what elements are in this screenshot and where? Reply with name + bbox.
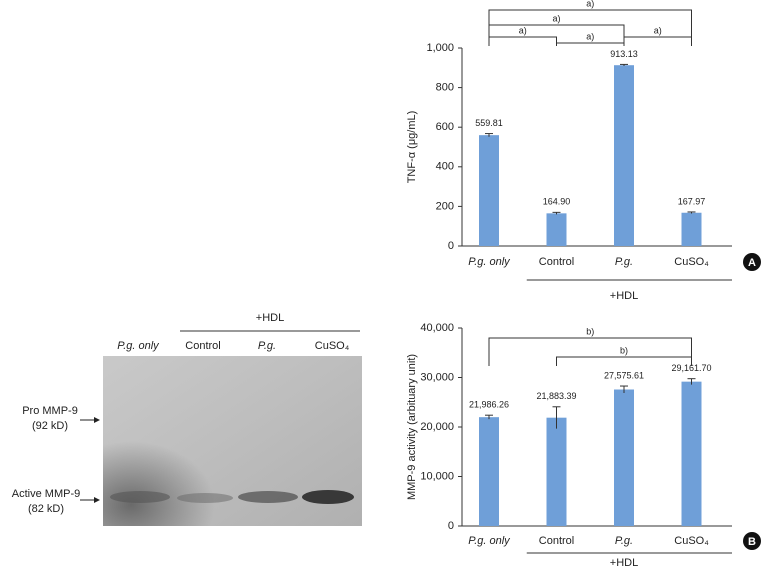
gel-lane-label: P.g. only <box>117 340 160 352</box>
y-tick-label: 40,000 <box>420 322 454 334</box>
value-label: 29,161.70 <box>671 363 711 373</box>
x-tick-label: Control <box>539 535 574 547</box>
gel-group-label: +HDL <box>256 312 284 324</box>
bar <box>479 135 499 246</box>
y-tick-label: 200 <box>436 200 454 212</box>
marker-label: (82 kD) <box>28 503 64 515</box>
y-tick-label: 1,000 <box>426 42 454 54</box>
marker-arrowhead <box>94 417 100 423</box>
value-label: 21,883.39 <box>536 391 576 401</box>
panel-label: B <box>748 536 756 548</box>
x-tick-label: Control <box>539 256 574 268</box>
bar <box>546 213 567 246</box>
gel-smear <box>103 420 243 526</box>
x-tick-label: P.g. only <box>468 535 511 547</box>
gel-band <box>302 490 354 504</box>
group-label: +HDL <box>610 557 638 568</box>
gel-lane-label: P.g. <box>258 340 276 352</box>
value-label: 167.97 <box>678 196 706 206</box>
y-tick-label: 800 <box>436 82 454 94</box>
y-tick-label: 0 <box>448 240 454 252</box>
significance-bracket <box>488 337 692 366</box>
value-label: 164.90 <box>543 197 571 207</box>
bar <box>681 381 702 526</box>
significance-label: a) <box>552 13 560 23</box>
x-tick-label: CuSO₄ <box>674 256 709 268</box>
bar <box>614 389 634 526</box>
value-label: 21,986.26 <box>469 400 509 410</box>
bar <box>614 65 634 246</box>
x-tick-label: P.g. <box>615 535 633 547</box>
bar <box>546 417 567 526</box>
significance-bracket <box>556 356 692 366</box>
gel-lane-label: CuSO₄ <box>315 340 350 352</box>
x-tick-label: CuSO₄ <box>674 535 709 547</box>
y-tick-label: 400 <box>436 161 454 173</box>
value-label: 559.81 <box>475 118 503 128</box>
gel-band <box>110 491 170 503</box>
marker-label: Pro MMP-9 <box>22 405 78 417</box>
panel-label: A <box>748 257 756 269</box>
y-tick-label: 20,000 <box>420 421 454 433</box>
significance-label: b) <box>586 326 594 336</box>
significance-bracket <box>556 42 625 46</box>
value-label: 27,575.61 <box>604 370 644 380</box>
gel: P.g. only Control P.g. CuSO₄ +HDL Pro MM… <box>12 312 362 526</box>
significance-label: a) <box>519 25 527 35</box>
x-tick-label: P.g. only <box>468 256 511 268</box>
gel-band <box>238 491 298 503</box>
y-tick-label: 10,000 <box>420 470 454 482</box>
significance-bracket <box>488 24 625 46</box>
significance-label: a) <box>654 25 662 35</box>
significance-label: a) <box>586 0 594 8</box>
bar <box>479 417 499 526</box>
panel-badge <box>743 253 761 271</box>
significance-label: a) <box>586 31 594 41</box>
panel-badge <box>743 532 761 550</box>
significance-bracket <box>623 36 692 46</box>
marker-label: Active MMP-9 <box>12 488 80 500</box>
y-axis-label: MMP-9 activity (arbituary unit) <box>406 354 418 500</box>
x-tick-label: P.g. <box>615 256 633 268</box>
gel-band <box>177 493 233 503</box>
y-axis-label: TNF-α (μg/mL) <box>406 111 418 184</box>
group-label: +HDL <box>610 290 638 302</box>
marker-arrowhead <box>94 497 100 503</box>
y-tick-label: 600 <box>436 121 454 133</box>
marker-label: (92 kD) <box>32 420 68 432</box>
significance-bracket <box>488 36 557 46</box>
y-tick-label: 30,000 <box>420 371 454 383</box>
gel-lane-label: Control <box>185 340 220 352</box>
bar <box>681 212 702 246</box>
value-label: 913.13 <box>610 49 638 59</box>
y-tick-label: 0 <box>448 520 454 532</box>
significance-label: b) <box>620 345 628 355</box>
